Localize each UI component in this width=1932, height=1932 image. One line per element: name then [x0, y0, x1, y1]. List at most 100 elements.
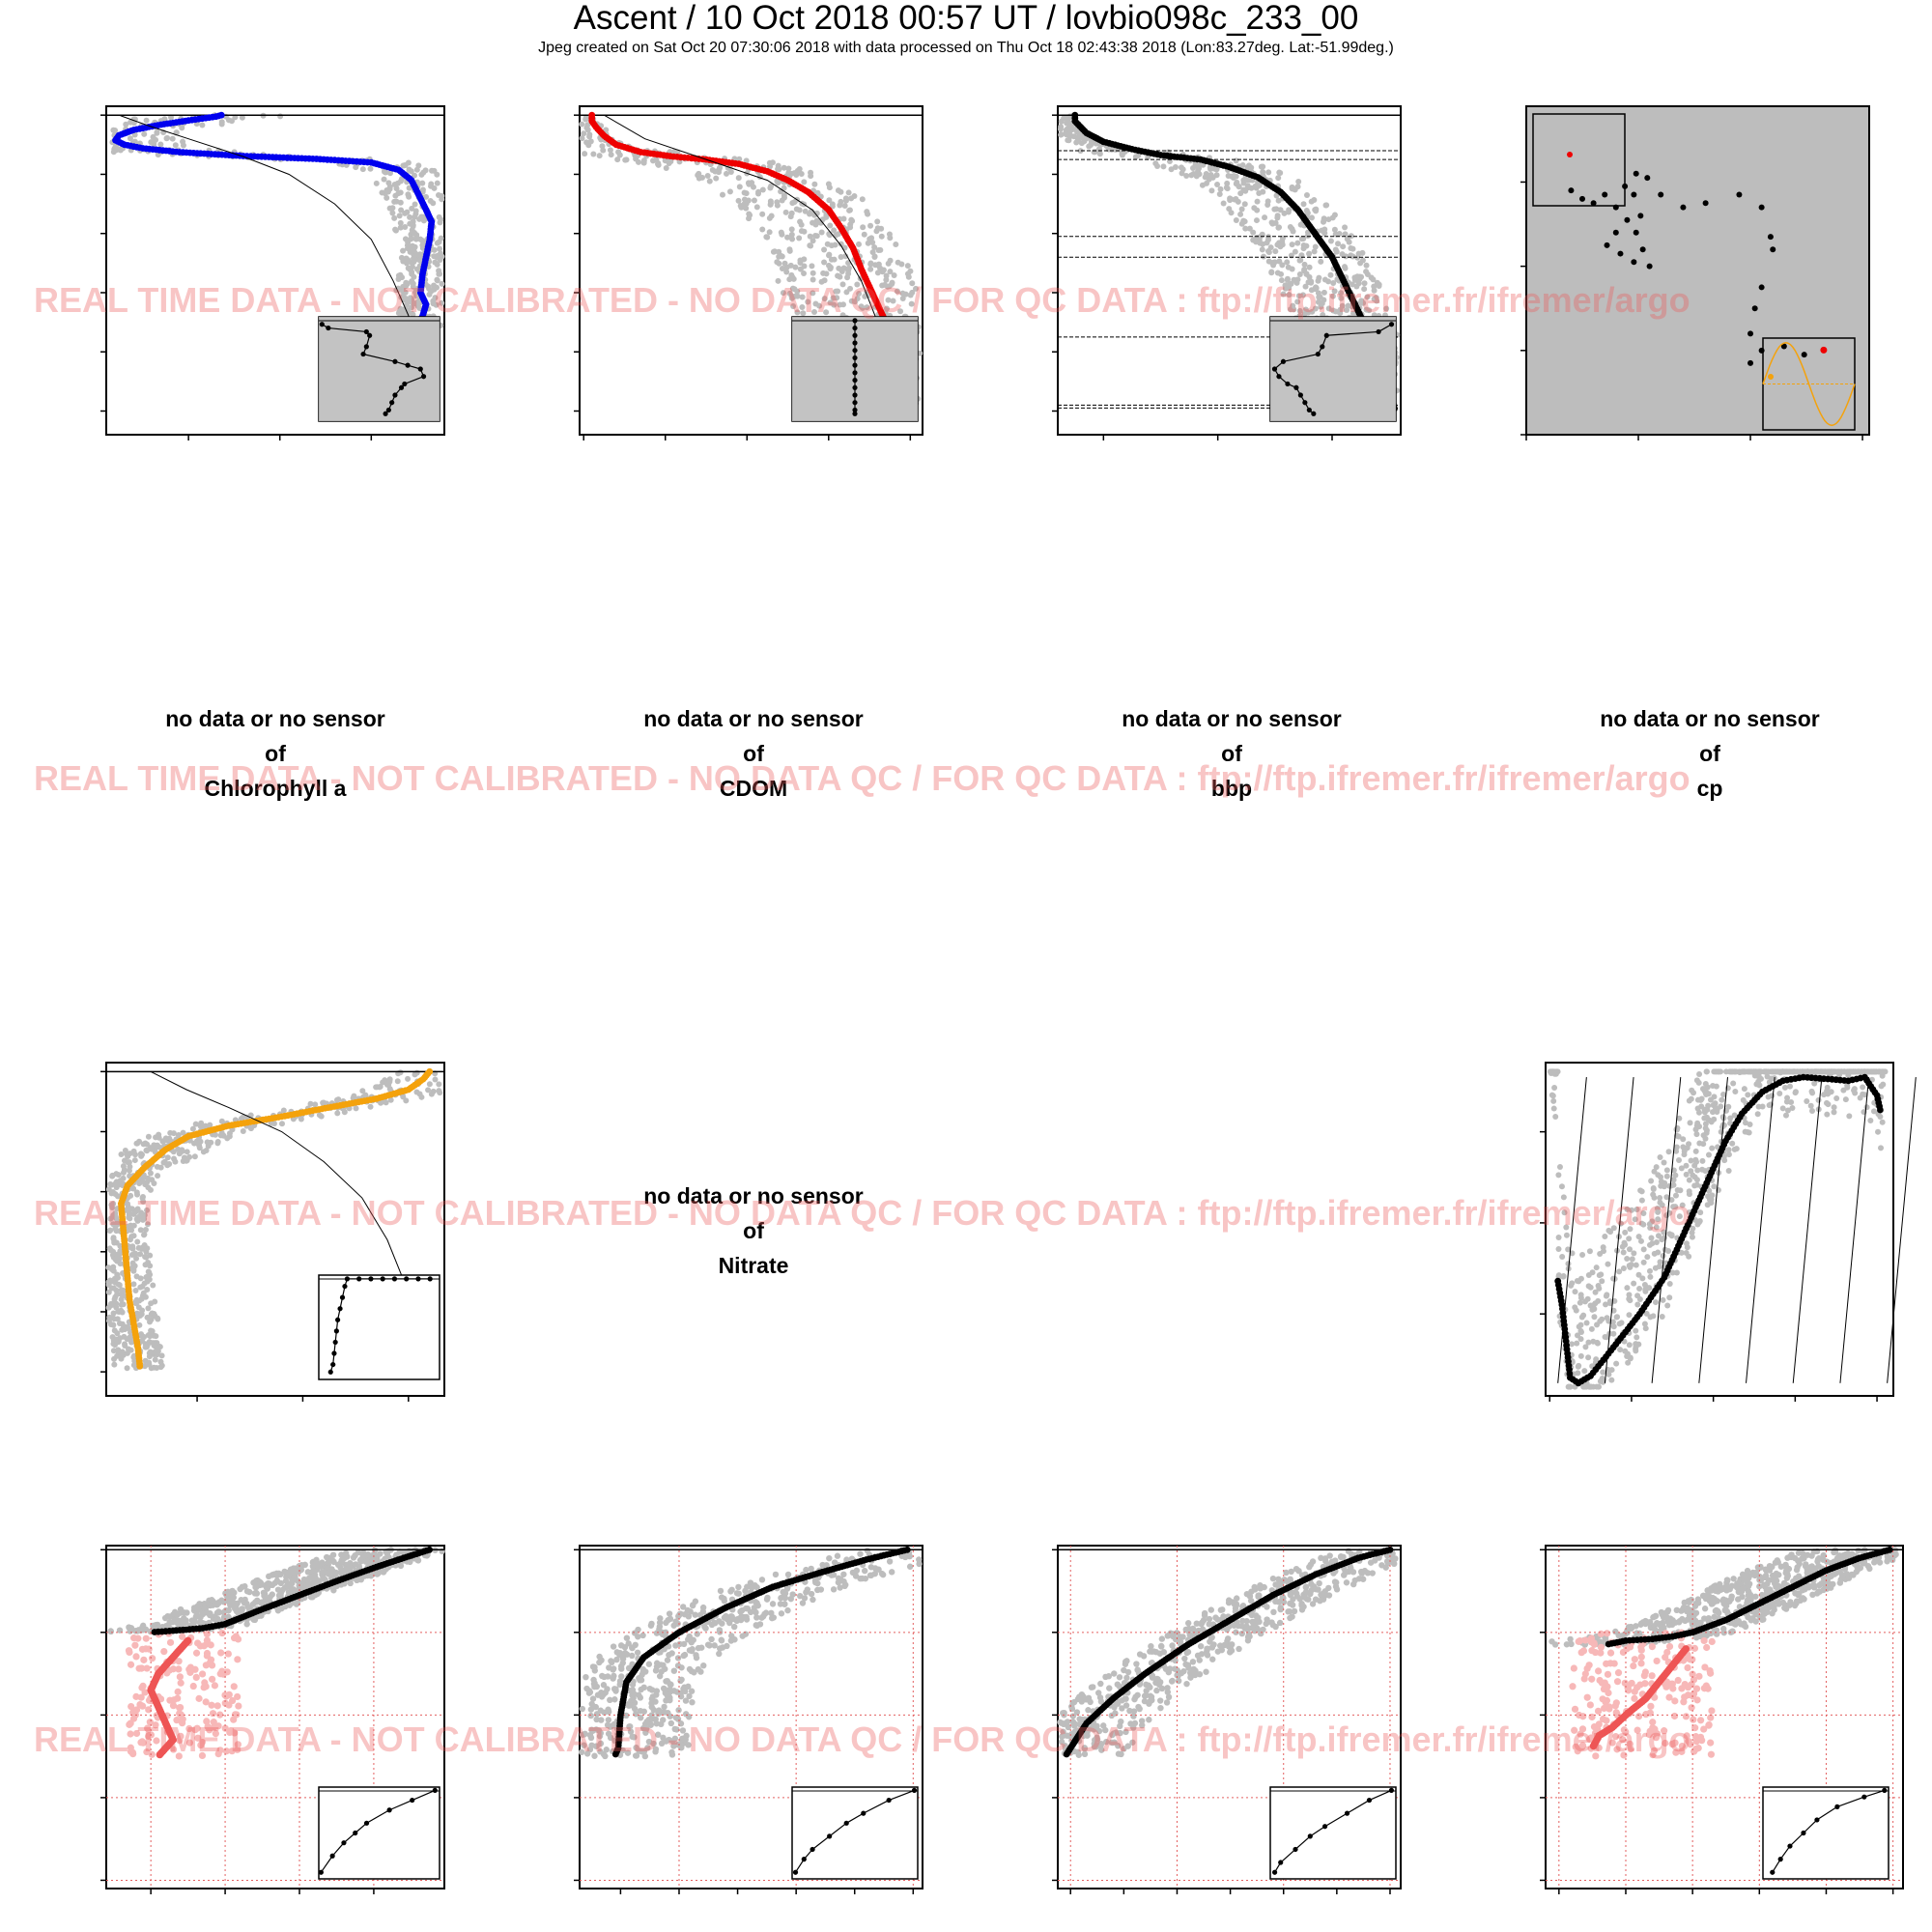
history-point: [400, 283, 407, 290]
history-point: [743, 157, 750, 164]
inset-point: [852, 411, 858, 416]
inset-point: [1315, 351, 1321, 357]
history-point: [753, 204, 760, 211]
history-point: [766, 214, 773, 221]
history-point: [1633, 1344, 1639, 1350]
history-point: [239, 114, 245, 121]
history-point: [826, 185, 833, 191]
history-point: [164, 1154, 171, 1161]
history-point: [1577, 1321, 1584, 1328]
history-point: [1646, 1221, 1653, 1228]
history-point: [138, 1151, 145, 1158]
history-point: [151, 1364, 157, 1371]
history-point: [1565, 1246, 1572, 1253]
history-point: [1596, 1272, 1603, 1279]
history-point: [607, 147, 613, 154]
history-point: [130, 1222, 137, 1229]
history-point: [846, 207, 853, 213]
history-point: [1284, 259, 1291, 266]
history-point: [845, 189, 852, 196]
history-point: [1224, 180, 1231, 186]
zoom-current-point: [1567, 152, 1573, 157]
history-point: [1644, 1254, 1651, 1261]
history-point: [1617, 1347, 1624, 1353]
history-point: [409, 298, 415, 305]
history-point: [1240, 217, 1247, 224]
history-point: [889, 280, 895, 287]
float-position-point: [1758, 284, 1765, 291]
history-point: [1301, 266, 1308, 272]
isopycnal-line: [1604, 1077, 1634, 1383]
history-point: [184, 1157, 190, 1164]
history-point: [653, 156, 660, 162]
nodata-line2: of: [1699, 741, 1720, 766]
history-point: [1867, 1117, 1874, 1123]
history-point: [116, 1282, 123, 1289]
history-point: [883, 272, 890, 279]
float-position-point: [1747, 330, 1754, 337]
history-point: [1308, 278, 1315, 285]
history-point: [908, 300, 915, 307]
history-point: [783, 269, 790, 275]
history-point: [786, 246, 793, 253]
inset-line: [1326, 330, 1379, 336]
history-point: [878, 233, 885, 240]
history-point: [582, 151, 588, 157]
isopycnal-line: [1839, 1077, 1870, 1383]
history-point: [1768, 1068, 1775, 1075]
float-position-point: [1747, 359, 1754, 366]
history-point: [1880, 1081, 1887, 1088]
history-point: [893, 242, 899, 248]
history-point: [813, 210, 820, 216]
inset-point: [1293, 384, 1299, 390]
history-point: [157, 141, 164, 148]
nodata-variable: Nitrate: [718, 1253, 789, 1278]
history-point: [1292, 277, 1298, 284]
history-point: [1705, 1151, 1712, 1158]
history-point: [1679, 1202, 1686, 1208]
history-point: [426, 291, 433, 298]
history-point: [439, 192, 445, 199]
history-point: [1694, 1167, 1701, 1174]
history-point: [1340, 243, 1347, 250]
isopycnal-line: [1792, 1077, 1823, 1383]
history-point: [745, 180, 752, 186]
history-point: [847, 224, 854, 231]
history-point: [883, 305, 890, 312]
history-point: [1694, 1096, 1701, 1103]
map-frame: [1525, 105, 1870, 436]
history-point: [1253, 239, 1260, 245]
history-point: [1576, 1278, 1582, 1285]
nodata-variable: bbp: [1210, 776, 1253, 801]
history-point: [1217, 185, 1224, 192]
history-point: [1732, 1088, 1739, 1094]
history-point: [105, 1289, 112, 1295]
history-point: [1710, 1109, 1717, 1116]
history-point: [1558, 1183, 1565, 1190]
history-point: [1653, 1164, 1660, 1171]
history-point: [1599, 1278, 1605, 1285]
history-point: [277, 113, 284, 120]
history-point: [392, 226, 399, 233]
history-point: [841, 203, 848, 210]
history-point: [1246, 225, 1253, 232]
history-point: [909, 280, 916, 287]
history-point: [720, 191, 726, 198]
history-point: [838, 241, 844, 247]
history-point: [405, 159, 412, 166]
float-position-point: [1680, 204, 1687, 211]
history-point: [1300, 245, 1307, 252]
history-point: [1242, 225, 1249, 232]
history-point: [775, 277, 781, 284]
history-point: [1624, 1285, 1631, 1292]
history-point: [1318, 258, 1324, 265]
history-point: [367, 1103, 374, 1110]
history-point: [1691, 1182, 1698, 1189]
history-point: [583, 139, 590, 146]
history-point: [316, 1112, 323, 1119]
history-point: [1289, 242, 1295, 248]
history-point: [766, 229, 773, 236]
history-point: [827, 266, 834, 272]
history-point: [411, 247, 417, 254]
history-point: [1626, 1246, 1633, 1253]
